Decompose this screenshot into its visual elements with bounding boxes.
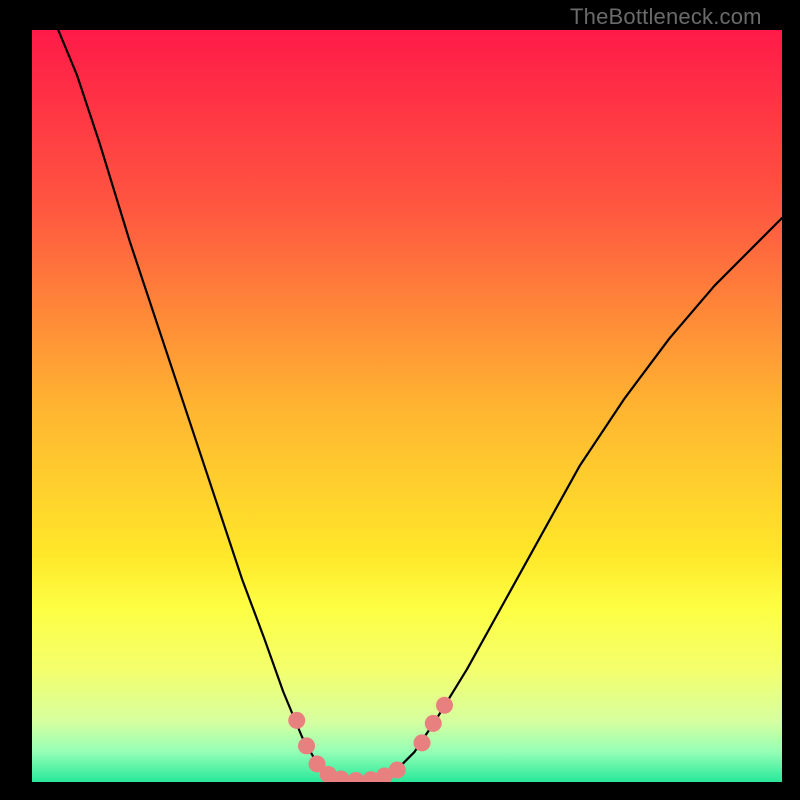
watermark-text: TheBottleneck.com	[570, 4, 762, 30]
chart-frame: TheBottleneck.com	[0, 0, 800, 800]
plot-gradient-background	[32, 30, 782, 782]
